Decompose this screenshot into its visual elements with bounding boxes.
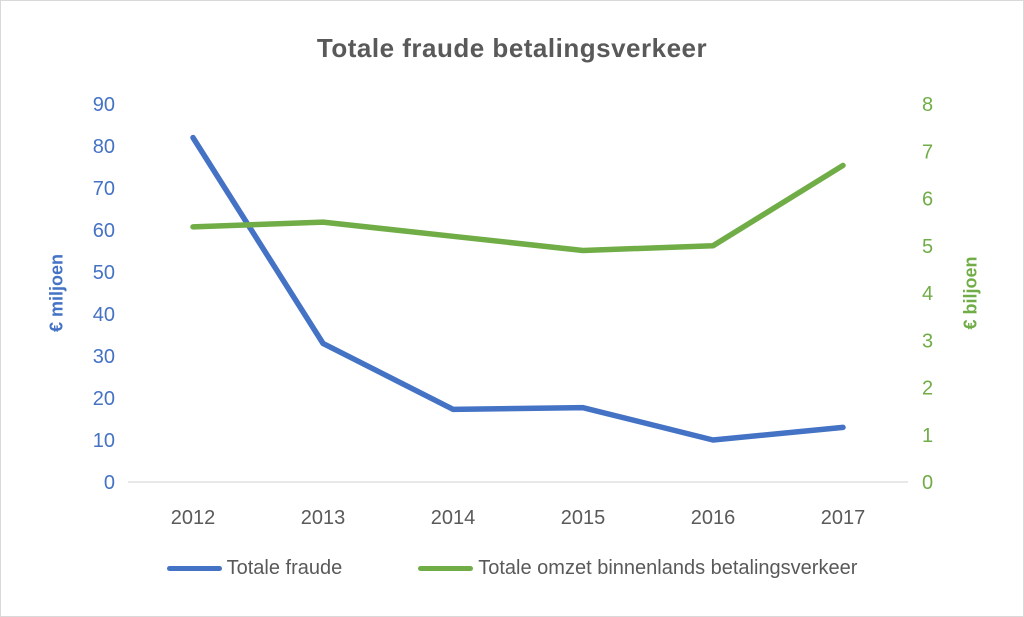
legend-line-swatch <box>166 566 222 571</box>
left-axis-tick-label: 60 <box>93 220 115 242</box>
left-axis-tick-label: 80 <box>93 136 115 158</box>
series-line-1 <box>190 162 846 254</box>
left-axis-tick-label: 90 <box>93 94 115 116</box>
x-axis-tick-label: 2014 <box>431 507 476 529</box>
right-axis-tick-label: 0 <box>922 472 933 494</box>
x-axis-tick-label: 2013 <box>301 507 346 529</box>
x-axis-tick-label: 2012 <box>171 507 216 529</box>
legend: Totale fraude Totale omzet binnenlands be… <box>1 557 1023 580</box>
left-axis-tick-label: 40 <box>93 304 115 326</box>
right-axis-tick-label: 3 <box>922 330 933 352</box>
legend-label: Totale omzet binnenlands betalingsverkee… <box>478 557 858 579</box>
right-axis-tick-label: 4 <box>922 283 933 305</box>
right-axis-tick-label: 8 <box>922 94 933 116</box>
x-axis-tick-label: 2016 <box>691 507 736 529</box>
left-axis-tick-label: 30 <box>93 346 115 368</box>
right-axis-tick-label: 1 <box>922 425 933 447</box>
left-axis-tick-label: 10 <box>93 430 115 452</box>
chart-title: Totale fraude betalingsverkeer <box>316 33 708 63</box>
legend-line-swatch <box>418 566 474 571</box>
x-axis-tick-label: 2017 <box>821 507 866 529</box>
right-axis-tick-label: 5 <box>922 236 933 258</box>
left-axis-tick-label: 70 <box>93 178 115 200</box>
legend-label: Totale fraude <box>226 557 343 579</box>
legend-item-0: Totale fraude <box>166 557 343 580</box>
left-axis-tick-label: 0 <box>104 472 115 494</box>
right-axis-tick-label: 7 <box>922 141 933 163</box>
right-axis-tick-label: 2 <box>922 378 933 400</box>
left-axis-tick-label: 50 <box>93 262 115 284</box>
legend-item-1: Totale omzet binnenlands betalingsverkee… <box>418 557 857 580</box>
left-axis-tick-label: 20 <box>93 388 115 410</box>
x-axis-tick-label: 2015 <box>561 507 606 529</box>
series-line-0 <box>190 134 846 443</box>
right-axis-tick-label: 6 <box>922 189 933 211</box>
